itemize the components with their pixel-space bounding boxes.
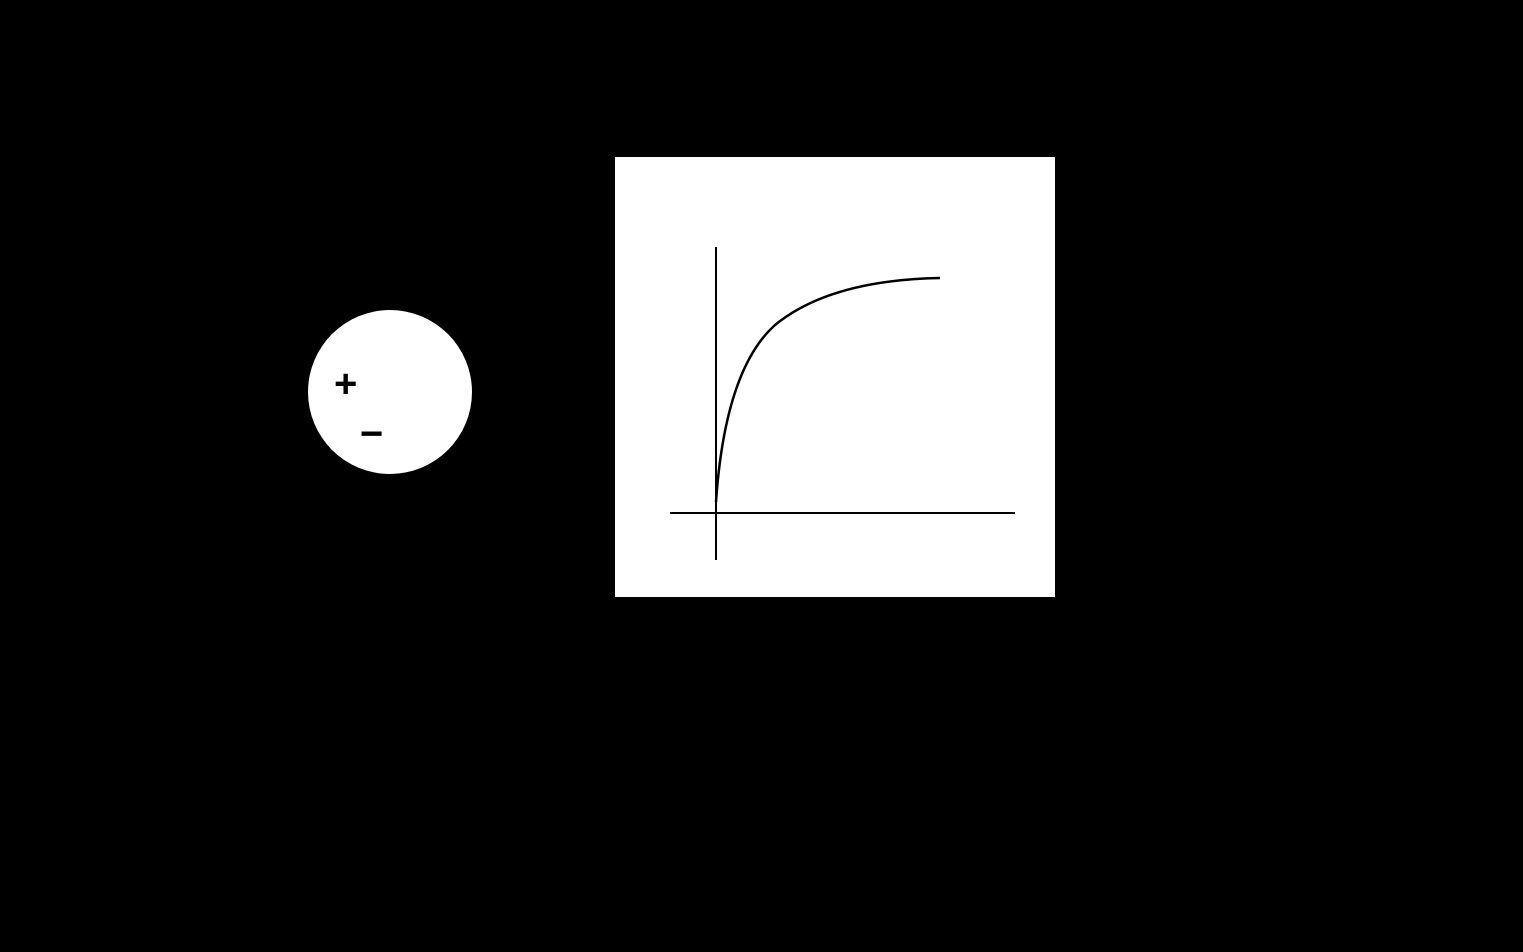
curve-line bbox=[716, 278, 940, 502]
chart-svg bbox=[0, 0, 1523, 952]
